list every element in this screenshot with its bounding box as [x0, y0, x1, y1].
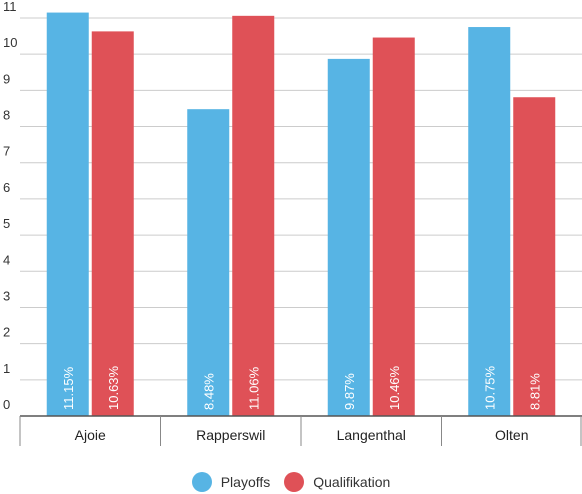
bar-playoffs-langenthal[interactable]	[327, 58, 370, 416]
y-tick-label: 4	[3, 252, 10, 267]
x-tick-label: Olten	[495, 427, 528, 443]
x-tick-label: Langenthal	[337, 427, 406, 443]
x-tick-label: Rapperswil	[196, 427, 265, 443]
y-tick-label: 7	[3, 144, 10, 159]
legend-swatch-qualifikation	[284, 472, 305, 492]
bar-chart: 0 1 2 3 4 5 6 7 8 9 10 11 11.15% 10.63% 8.48% 11.06% 9.…	[3, 0, 582, 446]
x-axis: Ajoie Rapperswil Langenthal Olten	[19, 415, 582, 446]
bar-playoffs-olten[interactable]	[468, 27, 511, 417]
bar-playoffs-ajoie[interactable]	[46, 12, 89, 417]
data-label: 10.63%	[106, 365, 121, 410]
data-label: 10.75%	[482, 365, 497, 410]
bar-qualifikation-olten[interactable]	[513, 97, 556, 416]
data-labels: 11.15% 10.63% 8.48% 11.06% 9.87% 10.46% 10.75%…	[61, 365, 543, 410]
y-tick-label: 9	[3, 71, 10, 86]
bars	[46, 12, 556, 417]
legend: Playoffs Qualifikation	[0, 472, 582, 492]
x-tick-label: Ajoie	[75, 427, 106, 443]
y-tick-label: 10	[3, 35, 17, 50]
legend-item-playoffs[interactable]: Playoffs	[191, 472, 271, 492]
legend-label-qualifikation: Qualifikation	[313, 474, 391, 490]
y-tick-label: 3	[3, 288, 10, 303]
legend-swatch-playoffs	[191, 472, 212, 492]
data-label: 11.06%	[246, 366, 261, 410]
data-label: 8.48%	[201, 373, 216, 410]
y-tick-label: 0	[3, 397, 10, 412]
y-tick-label: 2	[3, 325, 10, 340]
legend-label-playoffs: Playoffs	[220, 474, 271, 490]
y-tick-label: 5	[3, 216, 10, 231]
bar-qualifikation-rapperswil[interactable]	[232, 15, 275, 416]
y-tick-label: 1	[3, 361, 10, 376]
y-axis-ticks: 0 1 2 3 4 5 6 7 8 9 10 11	[3, 0, 17, 412]
y-tick-label: 11	[3, 0, 17, 14]
bar-qualifikation-ajoie[interactable]	[91, 31, 134, 417]
data-label: 8.81%	[527, 373, 542, 410]
y-tick-label: 8	[3, 108, 10, 123]
legend-item-qualifikation[interactable]: Qualifikation	[284, 472, 390, 492]
data-label: 11.15%	[61, 366, 76, 410]
bar-playoffs-rapperswil[interactable]	[187, 109, 230, 416]
data-label: 9.87%	[342, 373, 357, 410]
bar-qualifikation-langenthal[interactable]	[372, 37, 415, 417]
y-tick-label: 6	[3, 180, 10, 195]
data-label: 10.46%	[387, 365, 402, 410]
